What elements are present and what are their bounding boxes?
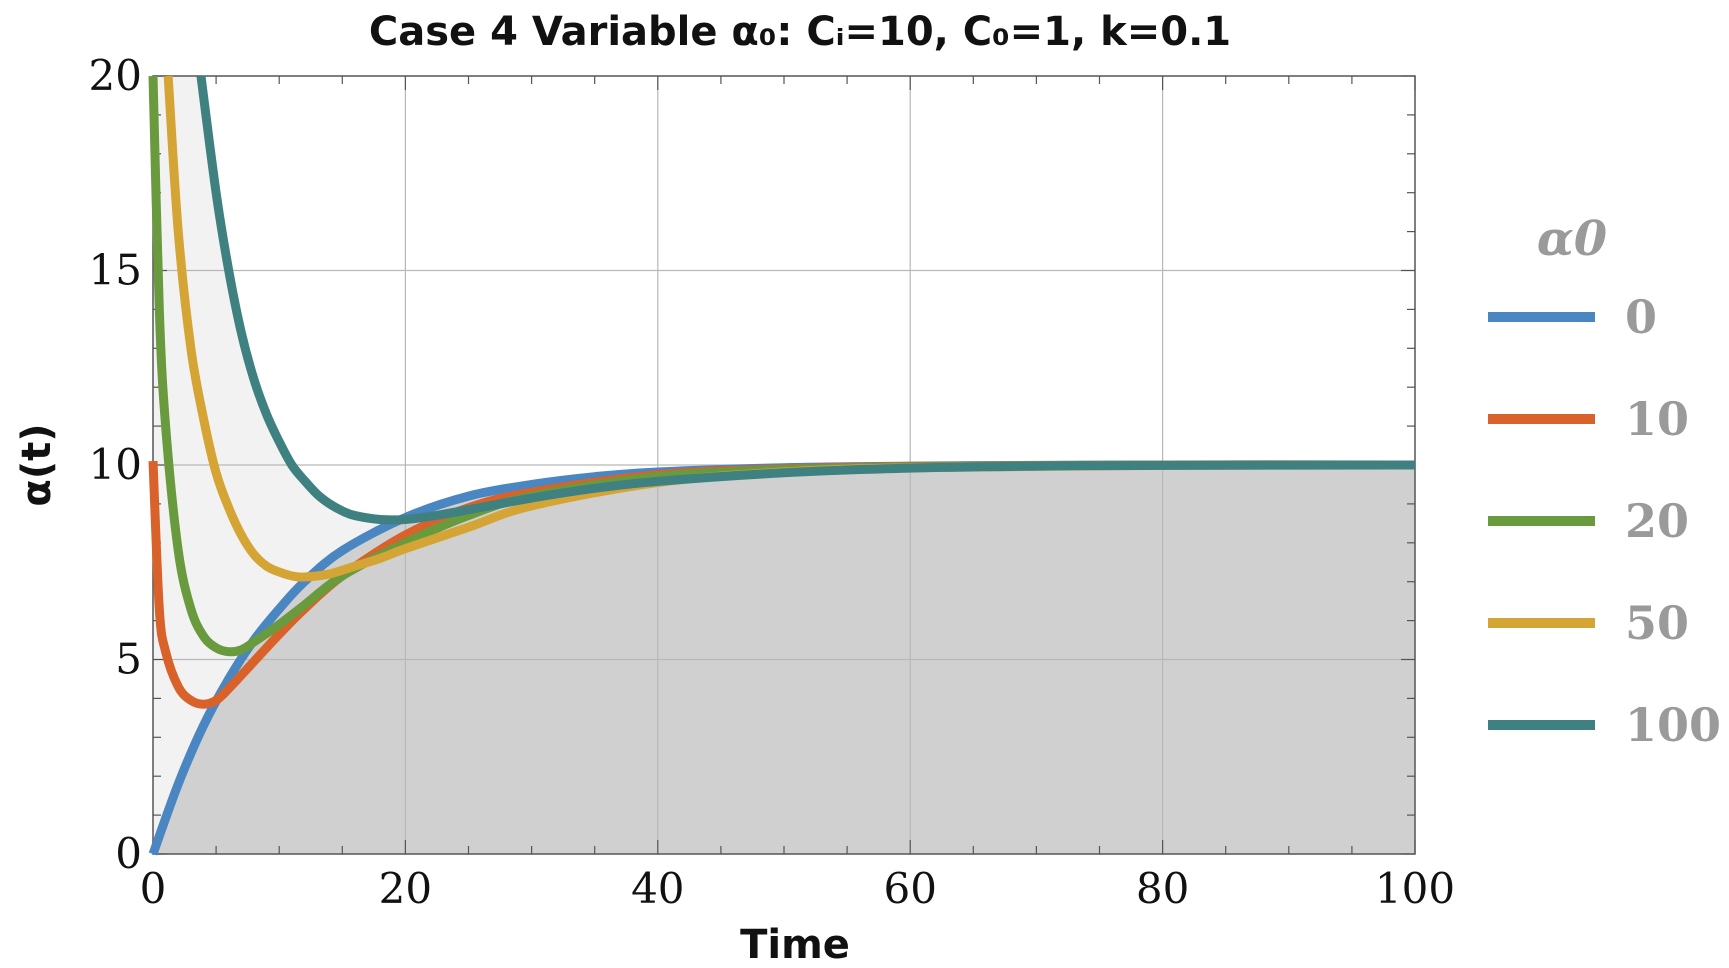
x-tick-label: 20 <box>379 864 432 913</box>
x-axis-title: Time <box>740 922 850 968</box>
legend-label: 50 <box>1625 596 1689 650</box>
x-tick-label: 40 <box>631 864 684 913</box>
legend-title: α0 <box>1537 211 1607 267</box>
y-tick-labels: 0 5 10 15 20 <box>89 51 142 878</box>
legend-item: 100 <box>1488 698 1721 752</box>
y-tick-label: 20 <box>89 51 142 100</box>
x-tick-label: 80 <box>1136 864 1189 913</box>
legend-item: 0 <box>1488 290 1657 344</box>
x-tick-labels: 0 20 40 60 80 100 <box>140 864 1455 913</box>
x-tick-label: 60 <box>883 864 936 913</box>
legend-items: 0 10 20 50 100 <box>1488 290 1721 752</box>
y-axis-title: α(t) <box>14 423 60 506</box>
series-line-100 <box>196 75 1416 525</box>
x-tick-label: 0 <box>140 864 167 913</box>
legend-item: 50 <box>1488 596 1689 650</box>
y-tick-label: 5 <box>115 635 142 684</box>
y-tick-label: 15 <box>89 246 142 295</box>
series-lines <box>148 75 1416 856</box>
legend-item: 10 <box>1488 392 1689 446</box>
x-tick-label: 100 <box>1375 864 1455 913</box>
legend-label: 0 <box>1625 290 1657 344</box>
legend-item: 20 <box>1488 494 1689 548</box>
legend-label: 100 <box>1625 698 1721 752</box>
chart-title: Case 4 Variable α₀: Cᵢ=10, C₀=1, k=0.1 <box>369 9 1231 55</box>
legend-label: 10 <box>1625 392 1689 446</box>
legend: α0 0 10 20 50 100 <box>1488 211 1721 752</box>
legend-label: 20 <box>1625 494 1689 548</box>
y-tick-label: 10 <box>89 440 142 489</box>
y-tick-label: 0 <box>115 829 142 878</box>
